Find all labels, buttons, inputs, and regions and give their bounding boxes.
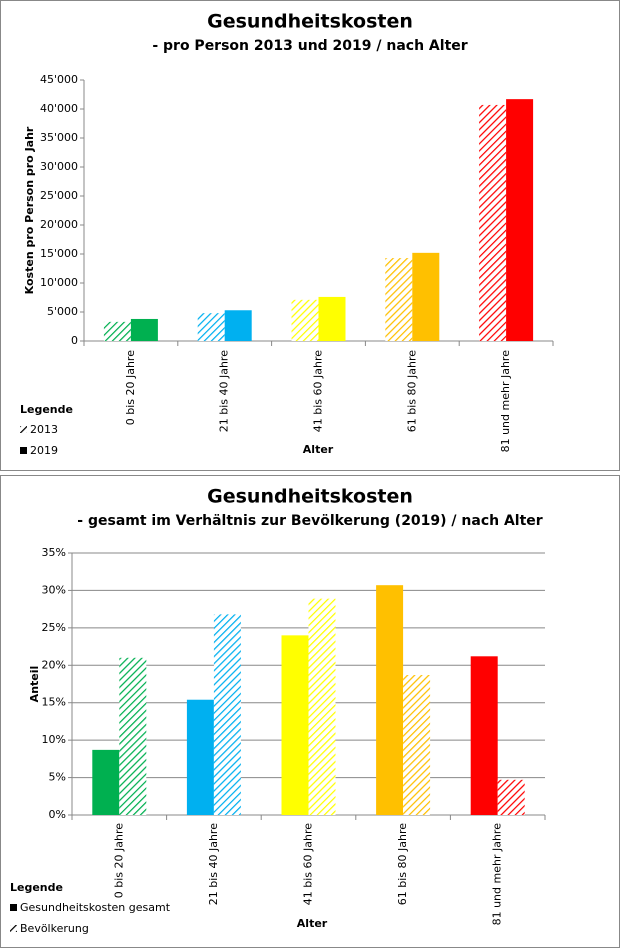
legend-label: 2019 [30,444,58,457]
y-tick-label: 25'000 [40,189,78,202]
y-tick-label: 5'000 [47,305,78,318]
x-tick-label: 81 und mehr Jahre [491,823,504,926]
bar [291,299,319,341]
legend-title: Legende [10,881,63,894]
y-tick-label: 30'000 [40,160,78,173]
legend-label: Bevölkerung [20,922,89,935]
y-tick-label: 15'000 [40,247,78,260]
legend-title: Legende [20,403,73,416]
bar [470,656,498,815]
x-axis-label: Alter [303,443,334,456]
y-tick-label: 25% [42,621,66,634]
bar [213,614,241,815]
y-tick-label: 5% [49,771,66,784]
chart-subtitle: - gesamt im Verhältnis zur Bevölkerung (… [77,513,543,529]
y-tick-label: 20'000 [40,218,78,231]
legend-marker [20,426,27,433]
y-tick-label: 35'000 [40,131,78,144]
bar [318,296,346,341]
bar [224,310,252,341]
x-axis-label: Alter [297,917,328,930]
x-tick-label: 61 bis 80 Jahre [396,823,409,905]
y-tick-label: 0 [71,334,78,347]
x-tick-label: 41 bis 60 Jahre [312,350,325,432]
y-tick-label: 40'000 [40,102,78,115]
chart-subtitle: - pro Person 2013 und 2019 / nach Alter [152,38,467,54]
bar [130,318,158,341]
y-tick-label: 30% [42,583,66,596]
chart-title: Gesundheitskosten [207,486,413,508]
y-tick-label: 10'000 [40,276,78,289]
x-tick-label: 81 und mehr Jahre [499,350,512,453]
y-axis-label: Anteil [28,666,41,703]
legend-marker [10,925,17,932]
y-tick-label: 45'000 [40,73,78,86]
bar [506,99,534,341]
x-tick-label: 0 bis 20 Jahre [124,350,137,425]
bar [479,104,507,341]
bar [119,657,147,815]
y-tick-label: 10% [42,733,66,746]
x-tick-label: 0 bis 20 Jahre [112,823,125,898]
bar [103,321,131,341]
legend-marker [10,904,17,911]
y-tick-label: 15% [42,696,66,709]
bar [281,635,309,815]
x-tick-label: 41 bis 60 Jahre [302,823,315,905]
legend-marker [20,447,27,454]
bar [385,258,413,341]
x-tick-label: 21 bis 40 Jahre [218,350,231,432]
y-tick-label: 0% [49,808,66,821]
bar [197,313,225,341]
bar [186,699,214,815]
bar [403,675,431,815]
bar [376,585,404,815]
legend-label: Gesundheitskosten gesamt [20,901,171,914]
bar [412,252,440,341]
y-tick-label: 20% [42,658,66,671]
bar [308,598,336,815]
y-axis-label: Kosten pro Person pro Jahr [23,126,36,294]
chart-title: Gesundheitskosten [207,11,413,33]
bar [497,779,525,815]
y-tick-label: 35% [42,546,66,559]
x-tick-label: 21 bis 40 Jahre [207,823,220,905]
x-tick-label: 61 bis 80 Jahre [405,350,418,432]
legend-label: 2013 [30,423,58,436]
bar [92,749,120,815]
